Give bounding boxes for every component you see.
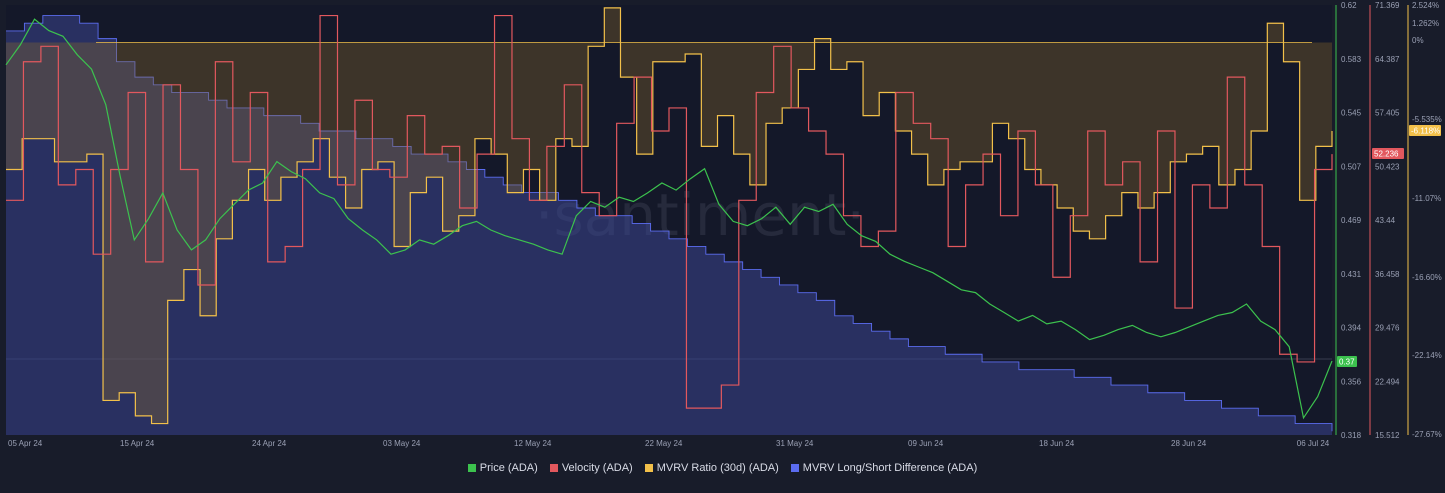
mvrv-tick-label: 1.262% bbox=[1412, 19, 1439, 28]
legend-label: Velocity (ADA) bbox=[561, 462, 633, 474]
legend-label: Price (ADA) bbox=[479, 462, 538, 474]
mvrv-tick-label: -22.14% bbox=[1412, 351, 1442, 360]
series-line-2 bbox=[6, 14, 1333, 409]
price-tick-label: 0.431 bbox=[1341, 270, 1362, 279]
current-value-badge bbox=[1409, 125, 1441, 136]
price-tick-label: 0.318 bbox=[1341, 431, 1362, 440]
legend-swatch bbox=[644, 464, 653, 472]
price-tick-label: 0.583 bbox=[1341, 55, 1362, 64]
x-tick-label: 15 Apr 24 bbox=[120, 439, 155, 448]
velocity-tick-label: 57.405 bbox=[1375, 109, 1400, 118]
current-value-label: 52.236 bbox=[1374, 150, 1399, 159]
series-line-4 bbox=[6, 15, 1333, 432]
mvrv-tick-label: 0% bbox=[1412, 36, 1424, 45]
velocity-tick-label: 36.458 bbox=[1375, 270, 1400, 279]
legend-swatch bbox=[549, 464, 558, 472]
x-tick-label: 28 Jun 24 bbox=[1171, 439, 1207, 448]
mvrv-tick-label: 2.524% bbox=[1412, 1, 1439, 10]
legend-label: MVRV Ratio (30d) (ADA) bbox=[656, 462, 779, 474]
velocity-tick-label: 50.423 bbox=[1375, 162, 1400, 171]
legend-swatch bbox=[467, 464, 476, 472]
legend-item-4[interactable]: MVRV Long/Short Difference (ADA) bbox=[790, 462, 978, 474]
x-tick-label: 22 May 24 bbox=[645, 439, 683, 448]
series-line-3 bbox=[6, 7, 1333, 425]
chart-legend: Price (ADA) Velocity (ADA) MVRV Ratio (30d… bbox=[0, 462, 1445, 474]
legend-item-1[interactable]: Price (ADA) bbox=[467, 462, 538, 474]
x-tick-label: 03 May 24 bbox=[383, 439, 421, 448]
velocity-tick-label: 71.369 bbox=[1375, 1, 1400, 10]
current-value-badge bbox=[1372, 148, 1404, 159]
current-value-label: 0.37 bbox=[1339, 358, 1355, 367]
velocity-tick-label: 15.512 bbox=[1375, 431, 1400, 440]
series-layer bbox=[5, 7, 1333, 435]
price-tick-label: 0.545 bbox=[1341, 109, 1362, 118]
x-tick-label: 09 Jun 24 bbox=[908, 439, 944, 448]
velocity-tick-label: 22.494 bbox=[1375, 377, 1400, 386]
mvrv-tick-label: -16.60% bbox=[1412, 273, 1442, 282]
current-value-badge bbox=[1337, 356, 1357, 367]
price-tick-label: 0.62 bbox=[1341, 1, 1357, 10]
current-value-label: -6.118% bbox=[1411, 127, 1440, 136]
series-line-1 bbox=[5, 18, 1333, 420]
x-tick-label: 05 Apr 24 bbox=[8, 439, 43, 448]
x-tick-label: 31 May 24 bbox=[776, 439, 814, 448]
x-tick-label: 12 May 24 bbox=[514, 439, 552, 448]
price-tick-label: 0.394 bbox=[1341, 324, 1362, 333]
x-tick-label: 24 Apr 24 bbox=[252, 439, 287, 448]
price-tick-label: 0.469 bbox=[1341, 216, 1362, 225]
velocity-tick-label: 29.476 bbox=[1375, 324, 1400, 333]
legend-swatch bbox=[790, 464, 799, 472]
axes-layer: 0.62 0.583 0.545 0.507 0.469 0.431 0.394 0.356 0… bbox=[8, 1, 1442, 448]
series-area-fill bbox=[6, 15, 1332, 435]
velocity-tick-label: 64.387 bbox=[1375, 55, 1400, 64]
velocity-tick-label: 43.44 bbox=[1375, 216, 1396, 225]
price-tick-label: 0.507 bbox=[1341, 162, 1362, 171]
price-tick-label: 0.356 bbox=[1341, 377, 1362, 386]
x-tick-label: 18 Jun 24 bbox=[1039, 439, 1075, 448]
mvrv-tick-label: -27.67% bbox=[1412, 430, 1442, 439]
legend-item-2[interactable]: Velocity (ADA) bbox=[549, 462, 633, 474]
x-tick-label: 06 Jul 24 bbox=[1297, 439, 1330, 448]
mvrv-tick-label: -11.07% bbox=[1412, 194, 1441, 203]
legend-item-3[interactable]: MVRV Ratio (30d) (ADA) bbox=[644, 462, 779, 474]
mvrv-tick-label: -5.535% bbox=[1412, 115, 1442, 124]
legend-label: MVRV Long/Short Difference (ADA) bbox=[802, 462, 978, 474]
